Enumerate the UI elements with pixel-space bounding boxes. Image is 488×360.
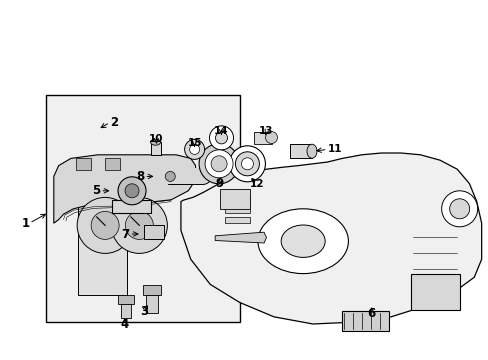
Text: 5: 5 (92, 184, 100, 197)
Bar (220, 189, 249, 209)
Circle shape (195, 168, 211, 184)
Circle shape (265, 131, 277, 144)
Circle shape (441, 191, 477, 227)
Bar (410, 274, 459, 310)
Text: 7: 7 (121, 228, 129, 240)
Bar (224, 217, 249, 223)
Text: 6: 6 (367, 307, 375, 320)
Circle shape (211, 156, 226, 172)
Circle shape (77, 197, 133, 253)
Circle shape (449, 199, 468, 219)
Bar (144, 225, 164, 239)
Bar (146, 158, 159, 173)
Polygon shape (181, 153, 481, 324)
Ellipse shape (258, 209, 348, 274)
Text: 10: 10 (149, 134, 163, 144)
Bar (112, 200, 150, 213)
Bar (342, 311, 388, 331)
Circle shape (235, 152, 259, 176)
Text: 4: 4 (121, 318, 128, 330)
Text: 3: 3 (140, 305, 148, 318)
Bar (289, 144, 311, 158)
Circle shape (125, 211, 153, 239)
Circle shape (125, 184, 139, 198)
Bar (145, 295, 157, 313)
Text: 8: 8 (136, 170, 144, 183)
Circle shape (204, 150, 233, 178)
Bar (124, 158, 137, 173)
Polygon shape (54, 155, 195, 223)
Text: 9: 9 (215, 177, 223, 190)
Ellipse shape (150, 139, 160, 145)
Bar (224, 207, 249, 213)
Ellipse shape (306, 144, 316, 158)
Bar (105, 158, 120, 170)
Circle shape (189, 144, 199, 154)
Bar (150, 142, 160, 155)
Bar (46, 95, 239, 322)
Bar (168, 168, 203, 184)
Ellipse shape (281, 225, 325, 257)
Bar (118, 295, 134, 304)
Text: 14: 14 (214, 126, 228, 136)
Polygon shape (215, 232, 266, 243)
Circle shape (91, 211, 119, 239)
Bar (168, 168, 203, 184)
Circle shape (165, 171, 175, 181)
Circle shape (209, 126, 233, 150)
Text: 11: 11 (327, 144, 342, 154)
Circle shape (199, 144, 239, 184)
Text: 12: 12 (249, 179, 264, 189)
Circle shape (118, 177, 146, 205)
Circle shape (111, 197, 167, 253)
Circle shape (184, 139, 204, 159)
Bar (78, 166, 127, 295)
Bar (142, 285, 160, 295)
Text: 13: 13 (259, 126, 273, 136)
Text: 1: 1 (21, 217, 29, 230)
Bar (121, 304, 131, 318)
Bar (224, 197, 249, 203)
Bar (253, 131, 271, 144)
Circle shape (229, 146, 265, 182)
Text: 15: 15 (187, 138, 202, 148)
Text: 2: 2 (110, 116, 118, 129)
Bar (76, 158, 91, 170)
Circle shape (241, 158, 253, 170)
Circle shape (215, 132, 227, 144)
